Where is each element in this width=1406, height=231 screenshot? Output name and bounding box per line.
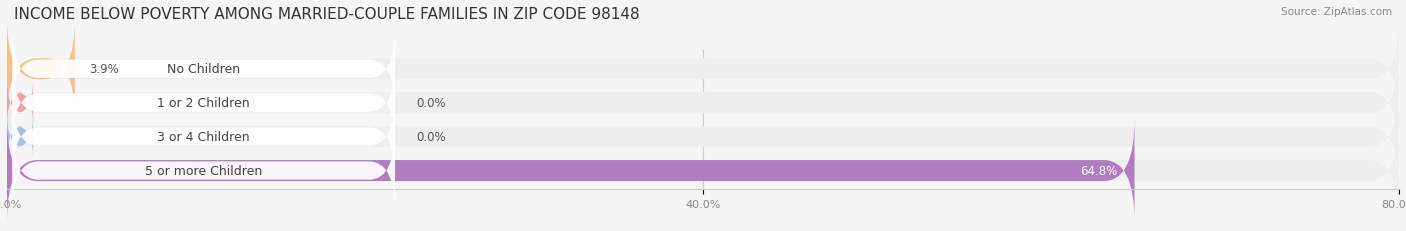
FancyBboxPatch shape [13, 62, 395, 145]
Text: 5 or more Children: 5 or more Children [145, 164, 263, 177]
FancyBboxPatch shape [7, 87, 1399, 187]
Text: 3 or 4 Children: 3 or 4 Children [157, 131, 250, 143]
Text: Source: ZipAtlas.com: Source: ZipAtlas.com [1281, 7, 1392, 17]
Text: INCOME BELOW POVERTY AMONG MARRIED-COUPLE FAMILIES IN ZIP CODE 98148: INCOME BELOW POVERTY AMONG MARRIED-COUPL… [14, 7, 640, 22]
FancyBboxPatch shape [7, 114, 34, 160]
FancyBboxPatch shape [7, 19, 75, 120]
FancyBboxPatch shape [7, 80, 34, 127]
FancyBboxPatch shape [7, 120, 1135, 221]
FancyBboxPatch shape [7, 19, 1399, 120]
Text: 0.0%: 0.0% [416, 97, 446, 110]
FancyBboxPatch shape [13, 28, 395, 111]
FancyBboxPatch shape [7, 53, 1399, 154]
Text: 64.8%: 64.8% [1080, 164, 1118, 177]
Text: 3.9%: 3.9% [89, 63, 118, 76]
FancyBboxPatch shape [7, 120, 1399, 221]
FancyBboxPatch shape [13, 129, 395, 213]
Text: No Children: No Children [167, 63, 240, 76]
Text: 0.0%: 0.0% [416, 131, 446, 143]
Text: 1 or 2 Children: 1 or 2 Children [157, 97, 250, 110]
FancyBboxPatch shape [13, 95, 395, 179]
